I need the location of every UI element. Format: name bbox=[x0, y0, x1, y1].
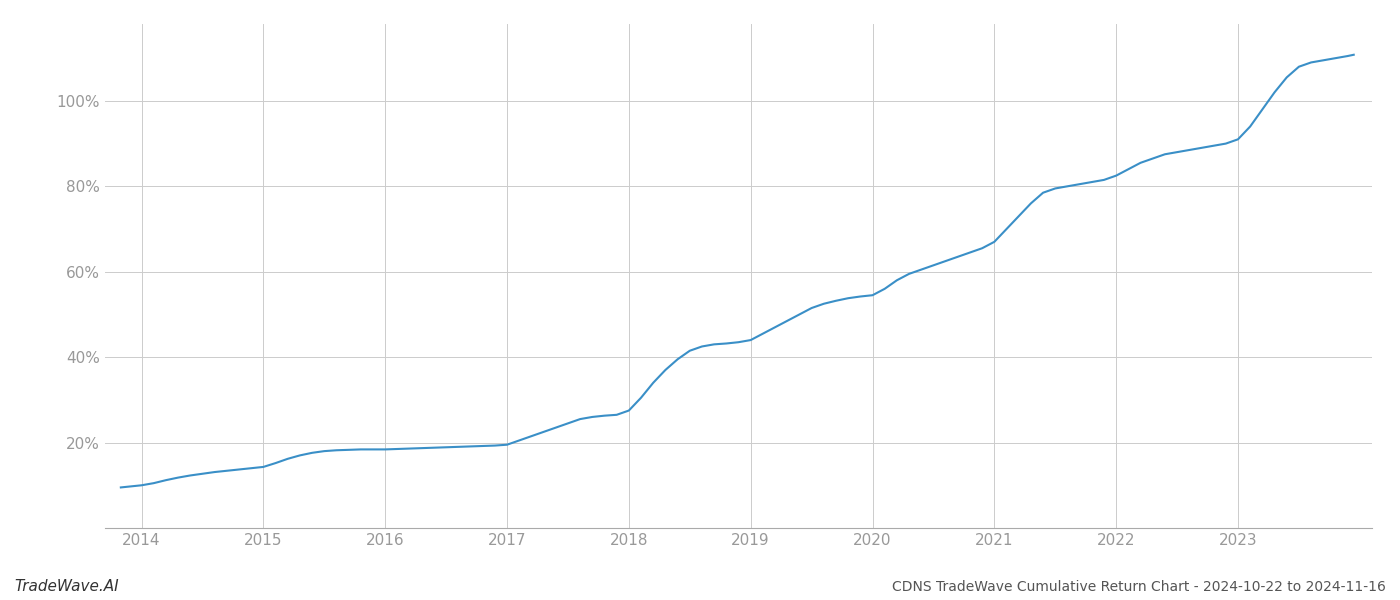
Text: CDNS TradeWave Cumulative Return Chart - 2024-10-22 to 2024-11-16: CDNS TradeWave Cumulative Return Chart -… bbox=[892, 580, 1386, 594]
Text: TradeWave.AI: TradeWave.AI bbox=[14, 579, 119, 594]
